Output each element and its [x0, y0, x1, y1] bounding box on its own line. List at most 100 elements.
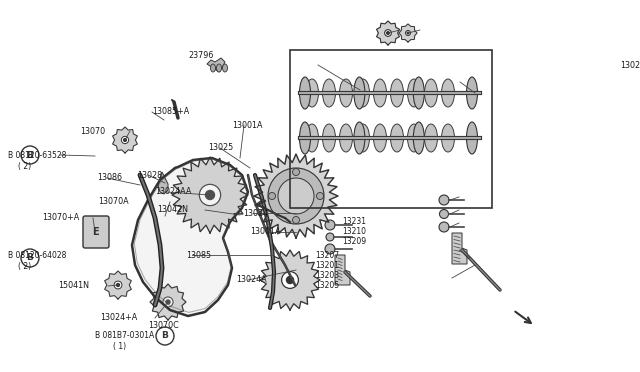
Ellipse shape [408, 124, 420, 152]
Ellipse shape [374, 124, 387, 152]
Ellipse shape [323, 79, 335, 107]
Ellipse shape [390, 79, 403, 107]
Circle shape [439, 222, 449, 232]
Text: 13085+A: 13085+A [152, 108, 189, 116]
Polygon shape [105, 271, 131, 299]
Text: 13020S: 13020S [620, 61, 640, 70]
Text: 13070+A: 13070+A [42, 214, 79, 222]
FancyBboxPatch shape [83, 216, 109, 248]
Circle shape [163, 297, 173, 307]
Circle shape [268, 168, 324, 224]
Text: B: B [161, 331, 168, 340]
Circle shape [326, 233, 334, 241]
Polygon shape [399, 24, 417, 42]
Circle shape [439, 195, 449, 205]
Polygon shape [254, 154, 338, 238]
Circle shape [292, 217, 300, 224]
Circle shape [205, 190, 214, 199]
Ellipse shape [339, 79, 353, 107]
Text: B: B [27, 151, 33, 160]
Bar [290, 50, 492, 208]
Circle shape [200, 185, 221, 206]
Text: ( 1): ( 1) [113, 341, 126, 350]
Text: 13210: 13210 [342, 228, 366, 237]
Text: 13085: 13085 [186, 250, 211, 260]
Text: 13070C: 13070C [148, 321, 179, 330]
Text: 13209: 13209 [342, 237, 366, 247]
Text: 13001A: 13001A [250, 228, 280, 237]
Text: 13231: 13231 [342, 218, 366, 227]
Circle shape [387, 32, 390, 35]
Ellipse shape [354, 77, 365, 109]
Polygon shape [207, 58, 225, 72]
Ellipse shape [424, 124, 438, 152]
Text: 13205: 13205 [315, 280, 339, 289]
Circle shape [282, 272, 298, 288]
Polygon shape [150, 284, 186, 320]
Circle shape [407, 32, 409, 34]
Circle shape [406, 31, 410, 35]
Circle shape [21, 146, 39, 164]
Text: 13203: 13203 [315, 270, 339, 279]
Ellipse shape [300, 77, 310, 109]
Circle shape [156, 327, 174, 345]
Text: B 08120-63528: B 08120-63528 [8, 151, 67, 160]
Text: ( 2): ( 2) [18, 262, 31, 270]
Polygon shape [132, 158, 248, 316]
Circle shape [440, 209, 449, 218]
Ellipse shape [300, 122, 310, 154]
Ellipse shape [356, 124, 369, 152]
Ellipse shape [354, 122, 365, 154]
Text: 13201: 13201 [315, 260, 339, 269]
Circle shape [284, 184, 308, 208]
Ellipse shape [442, 79, 454, 107]
Ellipse shape [467, 77, 477, 109]
Text: 13028: 13028 [137, 170, 162, 180]
Circle shape [166, 300, 170, 304]
Circle shape [278, 178, 314, 214]
Circle shape [114, 281, 122, 289]
Circle shape [21, 249, 39, 267]
Text: 13024AA: 13024AA [155, 187, 191, 196]
Text: 13025: 13025 [208, 144, 233, 153]
Polygon shape [335, 255, 350, 285]
Circle shape [385, 30, 392, 36]
Text: ( 2): ( 2) [18, 161, 31, 170]
Circle shape [122, 137, 129, 144]
Circle shape [124, 138, 127, 142]
Text: E: E [92, 227, 99, 237]
Circle shape [116, 283, 120, 287]
Text: 13086: 13086 [97, 173, 122, 183]
Text: 13207: 13207 [315, 250, 339, 260]
Circle shape [325, 220, 335, 230]
Text: 13024: 13024 [243, 208, 268, 218]
Text: B 081B7-0301A: B 081B7-0301A [95, 331, 154, 340]
Circle shape [287, 276, 294, 283]
Circle shape [317, 192, 323, 199]
Polygon shape [113, 127, 138, 153]
Ellipse shape [424, 79, 438, 107]
Ellipse shape [408, 79, 420, 107]
Ellipse shape [211, 64, 216, 72]
Ellipse shape [223, 64, 227, 72]
Ellipse shape [216, 64, 221, 72]
Text: 15041N: 15041N [58, 282, 89, 291]
Ellipse shape [374, 79, 387, 107]
Text: 13070: 13070 [80, 126, 105, 135]
Ellipse shape [305, 79, 319, 107]
Ellipse shape [339, 124, 353, 152]
Polygon shape [158, 172, 168, 194]
Text: 13042N: 13042N [157, 205, 188, 215]
Ellipse shape [413, 77, 424, 109]
Text: B: B [27, 253, 33, 263]
Polygon shape [376, 21, 399, 45]
Text: 13024A: 13024A [236, 276, 267, 285]
Ellipse shape [390, 124, 403, 152]
Text: 13070A: 13070A [98, 198, 129, 206]
Circle shape [269, 192, 275, 199]
Ellipse shape [467, 122, 477, 154]
Text: B 08120-64028: B 08120-64028 [8, 251, 67, 260]
Text: 13001A: 13001A [232, 121, 262, 129]
Circle shape [292, 169, 300, 176]
Polygon shape [172, 157, 248, 233]
